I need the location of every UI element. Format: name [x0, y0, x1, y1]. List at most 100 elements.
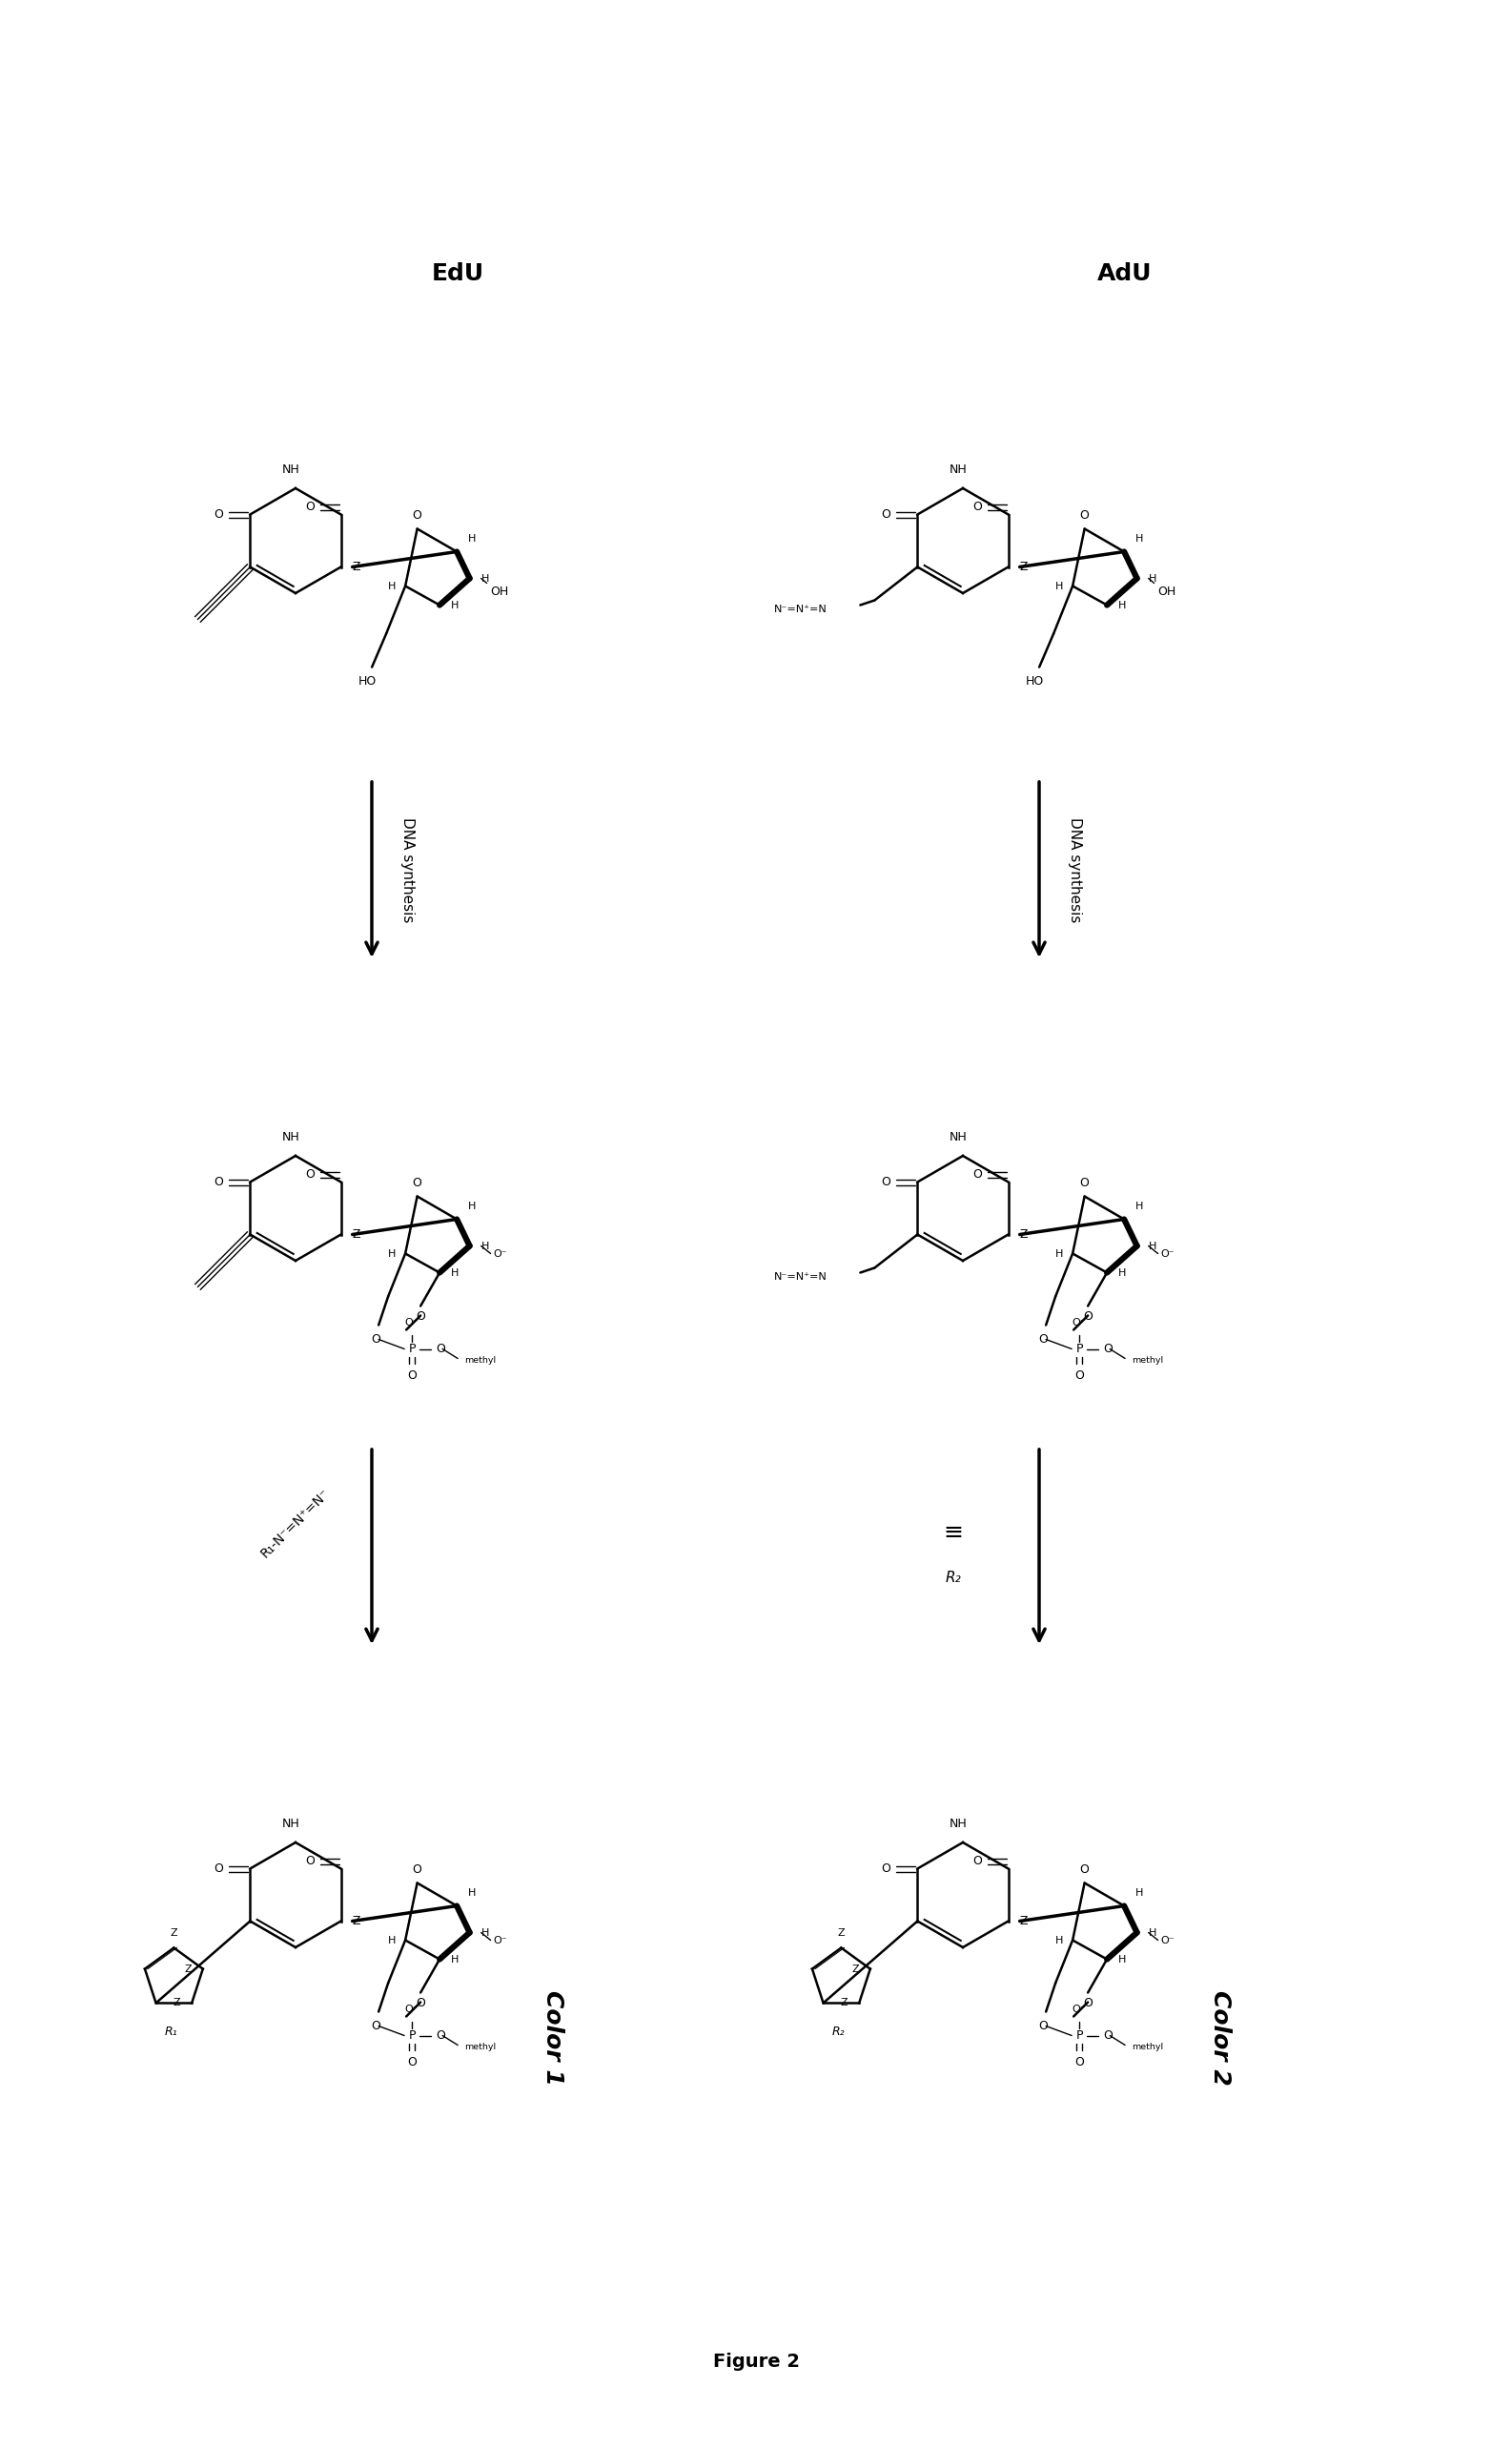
Text: H: H: [1149, 573, 1157, 583]
Text: Z: Z: [851, 1963, 859, 1973]
Text: P: P: [408, 1344, 416, 1356]
Text: R₂: R₂: [945, 1572, 962, 1584]
Text: O: O: [370, 1332, 381, 1344]
Text: H: H: [481, 1927, 488, 1936]
Text: H: H: [481, 1241, 488, 1251]
Text: DNA synthesis: DNA synthesis: [1067, 818, 1083, 923]
Text: O: O: [1075, 1371, 1084, 1383]
Text: O: O: [305, 502, 314, 514]
Text: NH: NH: [950, 1131, 968, 1143]
Text: O: O: [1080, 1863, 1089, 1875]
Text: H: H: [1136, 1202, 1143, 1212]
Text: O: O: [407, 2056, 417, 2069]
Text: H: H: [387, 1248, 396, 1258]
Text: O: O: [1039, 1332, 1048, 1344]
Text: NH: NH: [281, 1131, 299, 1143]
Text: DNA synthesis: DNA synthesis: [401, 818, 414, 923]
Text: OH: OH: [490, 585, 510, 597]
Text: Z: Z: [172, 1998, 180, 2007]
Text: H: H: [469, 534, 476, 543]
Text: H: H: [1055, 1248, 1063, 1258]
Text: O: O: [881, 1863, 891, 1875]
Text: O: O: [881, 509, 891, 521]
Text: Z: Z: [184, 1963, 192, 1973]
Text: R₂: R₂: [832, 2027, 845, 2039]
Text: H: H: [1136, 534, 1143, 543]
Text: H: H: [1149, 1241, 1157, 1251]
Text: O: O: [1104, 1344, 1113, 1356]
Text: H: H: [387, 1936, 396, 1946]
Text: O: O: [215, 1175, 224, 1187]
Text: Z: Z: [841, 1998, 848, 2007]
Text: O: O: [215, 509, 224, 521]
Text: H: H: [1055, 580, 1063, 590]
Text: H: H: [1136, 1890, 1143, 1897]
Text: Z: Z: [1019, 1914, 1028, 1927]
Text: H: H: [469, 1890, 476, 1897]
Text: O: O: [370, 2020, 381, 2032]
Text: Z: Z: [1019, 1229, 1028, 1241]
Text: O: O: [972, 1856, 981, 1868]
Text: HO: HO: [358, 676, 376, 688]
Text: NH: NH: [950, 463, 968, 475]
Text: H: H: [1119, 600, 1126, 610]
Text: N⁻=N⁺=N: N⁻=N⁺=N: [774, 1273, 827, 1283]
Text: methyl: methyl: [464, 2042, 496, 2051]
Text: P: P: [1075, 1344, 1083, 1356]
Text: O: O: [215, 1863, 224, 1875]
Text: O: O: [1104, 2029, 1113, 2042]
Text: P: P: [408, 2029, 416, 2042]
Text: O: O: [416, 1998, 425, 2010]
Text: H: H: [1149, 1927, 1157, 1936]
Text: Z: Z: [1019, 561, 1028, 573]
Text: O: O: [305, 1856, 314, 1868]
Text: O⁻: O⁻: [405, 1319, 419, 1327]
Text: Color 1: Color 1: [541, 1990, 564, 2086]
Text: R₁: R₁: [165, 2027, 177, 2039]
Text: O: O: [1080, 509, 1089, 521]
Text: NH: NH: [281, 1819, 299, 1831]
Text: O: O: [1083, 1310, 1093, 1324]
Text: O: O: [1083, 1998, 1093, 2010]
Text: Z: Z: [352, 561, 360, 573]
Text: OH: OH: [1158, 585, 1176, 597]
Text: H: H: [451, 1268, 460, 1278]
Text: O: O: [416, 1310, 425, 1324]
Text: H: H: [481, 573, 488, 583]
Text: P: P: [1075, 2029, 1083, 2042]
Text: O: O: [305, 1168, 314, 1180]
Text: N⁻=N⁺=N: N⁻=N⁺=N: [774, 605, 827, 614]
Text: NH: NH: [281, 463, 299, 475]
Text: O: O: [413, 1863, 422, 1875]
Text: H: H: [1119, 1954, 1126, 1963]
Text: O⁻: O⁻: [405, 2005, 419, 2015]
Text: H: H: [1055, 1936, 1063, 1946]
Text: H: H: [469, 1202, 476, 1212]
Text: O⁻: O⁻: [1161, 1248, 1175, 1258]
Text: R₁-N⁻=N⁺=N⁻: R₁-N⁻=N⁺=N⁻: [259, 1486, 333, 1559]
Text: ≡: ≡: [943, 1520, 963, 1545]
Text: H: H: [1119, 1268, 1126, 1278]
Text: EdU: EdU: [431, 262, 484, 284]
Text: O: O: [413, 1177, 422, 1190]
Text: methyl: methyl: [1132, 2042, 1163, 2051]
Text: NH: NH: [950, 1819, 968, 1831]
Text: Z: Z: [352, 1914, 360, 1927]
Text: H: H: [451, 600, 460, 610]
Text: Z: Z: [838, 1929, 845, 1939]
Text: AdU: AdU: [1098, 262, 1152, 284]
Text: O: O: [1080, 1177, 1089, 1190]
Text: O: O: [881, 1175, 891, 1187]
Text: O: O: [407, 1371, 417, 1383]
Text: Z: Z: [352, 1229, 360, 1241]
Text: O: O: [1039, 2020, 1048, 2032]
Text: O: O: [435, 1344, 445, 1356]
Text: O: O: [1075, 2056, 1084, 2069]
Text: O: O: [972, 1168, 981, 1180]
Text: O: O: [972, 502, 981, 514]
Text: methyl: methyl: [1132, 1356, 1163, 1364]
Text: methyl: methyl: [464, 1356, 496, 1364]
Text: O⁻: O⁻: [1072, 1319, 1086, 1327]
Text: O⁻: O⁻: [493, 1936, 508, 1946]
Text: H: H: [387, 580, 396, 590]
